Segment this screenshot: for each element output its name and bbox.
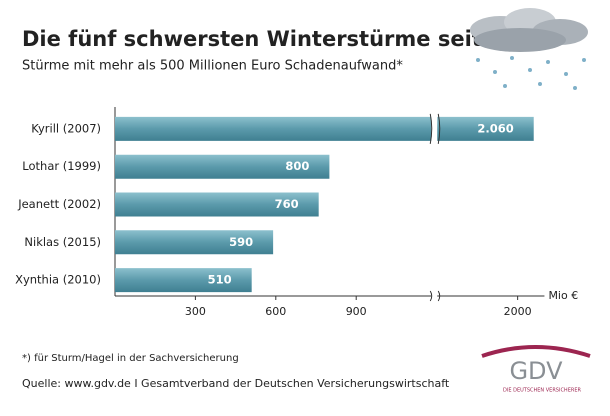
chart-title: Die fünf schwersten Winterstürme seit 19…	[22, 27, 548, 51]
y-tick-label: Xynthia (2010)	[15, 273, 101, 287]
y-tick-label: Kyrill (2007)	[31, 121, 101, 135]
value-label: 760	[275, 197, 299, 211]
y-tick-label: Lothar (1999)	[22, 159, 101, 173]
bar	[115, 192, 319, 217]
footnote: *) für Sturm/Hagel in der Sachversicheru…	[22, 353, 239, 364]
x-tick-label: 900	[346, 305, 367, 318]
bar	[115, 268, 252, 293]
value-label: 800	[285, 159, 309, 173]
axis-break	[429, 113, 441, 144]
y-tick-label: Jeanett (2002)	[17, 197, 101, 211]
x-tick-label: 300	[185, 305, 206, 318]
bar	[115, 154, 330, 179]
source: Quelle: www.gdv.de I Gesamtverband der D…	[22, 377, 450, 390]
x-tick-label: 600	[265, 305, 286, 318]
y-tick-label: Niklas (2015)	[24, 235, 101, 249]
axis-break	[429, 290, 441, 302]
x-axis-label: Mio €	[548, 289, 578, 302]
bar	[115, 116, 534, 141]
logo-tagline: DIE DEUTSCHEN VERSICHERER	[503, 388, 581, 394]
value-label: 510	[208, 273, 232, 287]
chart-subtitle: Stürme mit mehr als 500 Millionen Euro S…	[22, 59, 403, 74]
value-label: 590	[229, 235, 253, 249]
cloud-icon	[470, 8, 588, 90]
value-label: 2.060	[477, 121, 513, 135]
logo-name: GDV	[509, 357, 563, 385]
bar	[115, 230, 274, 255]
x-tick-label: 2000	[504, 305, 532, 318]
logo: GDV DIE DEUTSCHEN VERSICHERER	[481, 345, 591, 394]
